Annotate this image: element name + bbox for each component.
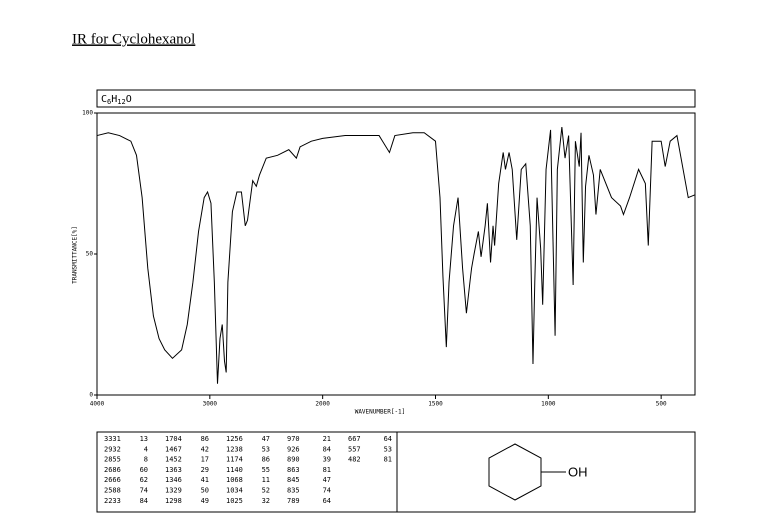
peak-transmittance: 81	[323, 466, 331, 474]
peak-wavenumber: 1704	[165, 435, 182, 443]
peak-transmittance: 60	[140, 466, 148, 474]
x-tick-label: 4000	[90, 401, 105, 408]
peak-transmittance: 49	[201, 497, 209, 505]
peak-transmittance: 17	[201, 456, 209, 464]
peak-transmittance: 47	[323, 476, 331, 484]
peak-transmittance: 21	[323, 435, 331, 443]
peak-wavenumber: 970	[287, 435, 300, 443]
peak-wavenumber: 1238	[226, 445, 243, 453]
peak-transmittance: 86	[201, 435, 209, 443]
y-tick-label: 0	[89, 392, 93, 399]
formula-element: H	[111, 94, 117, 105]
peak-wavenumber: 2932	[104, 445, 121, 453]
peak-wavenumber: 1174	[226, 456, 243, 464]
peak-wavenumber: 1034	[226, 487, 243, 495]
peak-wavenumber: 2855	[104, 456, 121, 464]
peak-transmittance: 29	[201, 466, 209, 474]
formula-subscript: 12	[117, 98, 125, 106]
plot-frame	[96, 112, 696, 396]
peak-transmittance: 52	[262, 487, 270, 495]
peak-transmittance: 8	[144, 456, 148, 464]
peak-wavenumber: 890	[287, 456, 300, 464]
y-axis-label: TRANSMITTANCE[%]	[72, 226, 79, 284]
peak-transmittance: 74	[140, 487, 148, 495]
peak-transmittance: 86	[262, 456, 270, 464]
formula: C6H12O	[101, 94, 132, 106]
y-tick-label: 100	[82, 110, 93, 117]
peak-transmittance: 64	[384, 435, 392, 443]
hydroxyl-label: OH	[568, 464, 588, 479]
y-tick-label: 50	[86, 251, 94, 258]
peak-wavenumber: 1025	[226, 497, 243, 505]
peak-wavenumber: 1329	[165, 487, 182, 495]
peak-transmittance: 81	[384, 456, 392, 464]
peak-transmittance: 13	[140, 435, 148, 443]
peak-wavenumber: 667	[348, 435, 361, 443]
peak-wavenumber: 1346	[165, 476, 182, 484]
peak-wavenumber: 2666	[104, 476, 121, 484]
formula-element: C	[101, 94, 107, 105]
peak-wavenumber: 1256	[226, 435, 243, 443]
peak-transmittance: 39	[323, 456, 331, 464]
formula-box	[96, 89, 696, 108]
peak-transmittance: 4	[144, 445, 148, 453]
peak-wavenumber: 1140	[226, 466, 243, 474]
peak-transmittance: 84	[140, 497, 148, 505]
peak-transmittance: 32	[262, 497, 270, 505]
peak-transmittance: 53	[262, 445, 270, 453]
peak-wavenumber: 3331	[104, 435, 121, 443]
peak-wavenumber: 926	[287, 445, 300, 453]
x-tick-label: 1500	[428, 401, 443, 408]
peak-transmittance: 64	[323, 497, 331, 505]
x-tick-label: 500	[656, 401, 667, 408]
peak-wavenumber: 789	[287, 497, 300, 505]
peak-transmittance: 50	[201, 487, 209, 495]
peak-transmittance: 62	[140, 476, 148, 484]
peak-wavenumber: 1068	[226, 476, 243, 484]
x-tick-label: 2000	[315, 401, 330, 408]
peak-transmittance: 74	[323, 487, 331, 495]
peak-wavenumber: 2233	[104, 497, 121, 505]
peak-wavenumber: 2686	[104, 466, 121, 474]
heading: IR for Cyclohexanol	[72, 31, 195, 47]
peak-transmittance: 42	[201, 445, 209, 453]
x-tick-label: 3000	[203, 401, 218, 408]
peak-wavenumber: 482	[348, 456, 361, 464]
peak-wavenumber: 863	[287, 466, 300, 474]
peak-wavenumber: 835	[287, 487, 300, 495]
peak-wavenumber: 1298	[165, 497, 182, 505]
spectrum-line	[96, 127, 696, 384]
peak-wavenumber: 557	[348, 445, 361, 453]
peak-transmittance: 53	[384, 445, 392, 453]
cyclohexane-ring	[488, 443, 542, 501]
formula-subscript: 6	[107, 98, 111, 106]
peak-transmittance: 47	[262, 435, 270, 443]
peak-wavenumber: 1452	[165, 456, 182, 464]
formula-element: O	[126, 94, 132, 105]
peak-wavenumber: 845	[287, 476, 300, 484]
peak-table-box	[96, 431, 696, 513]
peak-transmittance: 41	[201, 476, 209, 484]
peak-transmittance: 55	[262, 466, 270, 474]
peak-wavenumber: 1363	[165, 466, 182, 474]
peak-transmittance: 11	[262, 476, 270, 484]
x-tick-label: 1000	[541, 401, 556, 408]
peak-wavenumber: 1467	[165, 445, 182, 453]
peak-wavenumber: 2588	[104, 487, 121, 495]
peak-transmittance: 84	[323, 445, 331, 453]
x-axis-label: WAVENUMBER[-1]	[355, 409, 406, 416]
